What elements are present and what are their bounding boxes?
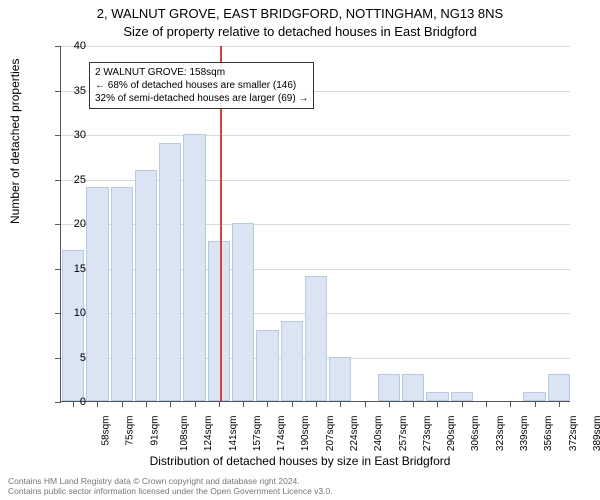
x-tick-label: 157sqm [252, 416, 263, 452]
y-tick-label: 35 [74, 85, 86, 97]
histogram-bar [111, 187, 133, 401]
x-tick-label: 108sqm [179, 416, 190, 452]
footer-attribution: Contains HM Land Registry data © Crown c… [8, 476, 333, 496]
y-tick [55, 358, 61, 359]
y-tick [55, 269, 61, 270]
y-tick [55, 313, 61, 314]
x-tick-label: 91sqm [149, 416, 160, 446]
annotation-line-2: ← 68% of detached houses are smaller (14… [95, 79, 308, 92]
histogram-bar [256, 330, 278, 401]
x-tick-label: 75sqm [125, 416, 136, 446]
annotation-box: 2 WALNUT GROVE: 158sqm ← 68% of detached… [89, 62, 314, 109]
x-tick-label: 339sqm [519, 416, 530, 452]
y-tick [55, 180, 61, 181]
histogram-bar [378, 374, 400, 401]
x-tick [365, 401, 366, 407]
x-tick-label: 58sqm [101, 416, 112, 446]
x-tick [73, 401, 74, 407]
x-tick [340, 401, 341, 407]
y-tick [55, 135, 61, 136]
histogram-bar [523, 392, 545, 401]
y-tick-label: 40 [74, 40, 86, 52]
plot-area: 2 WALNUT GROVE: 158sqm ← 68% of detached… [60, 46, 570, 402]
x-tick [292, 401, 293, 407]
x-tick [437, 401, 438, 407]
x-tick [462, 401, 463, 407]
x-tick-label: 174sqm [276, 416, 287, 452]
x-tick [486, 401, 487, 407]
histogram-bar [281, 321, 303, 401]
histogram-bar [451, 392, 473, 401]
x-tick-label: 190sqm [301, 416, 312, 452]
y-tick-label: 15 [74, 263, 86, 275]
x-tick-label: 273sqm [422, 416, 433, 452]
histogram-bar [159, 143, 181, 401]
x-tick [267, 401, 268, 407]
y-tick-label: 20 [74, 218, 86, 230]
y-tick-label: 30 [74, 129, 86, 141]
x-tick [243, 401, 244, 407]
y-axis-title: Number of detached properties [8, 59, 22, 224]
x-tick-label: 356sqm [543, 416, 554, 452]
histogram-bar [135, 170, 157, 401]
histogram-bar [232, 223, 254, 401]
x-tick [122, 401, 123, 407]
y-tick [55, 46, 61, 47]
x-tick [389, 401, 390, 407]
histogram-bar [402, 374, 424, 401]
y-tick-label: 10 [74, 307, 86, 319]
histogram-bar [329, 357, 351, 402]
grid-line [61, 135, 570, 136]
histogram-bar [183, 134, 205, 401]
histogram-bar [86, 187, 108, 401]
y-tick [55, 91, 61, 92]
annotation-line-3: 32% of semi-detached houses are larger (… [95, 92, 308, 105]
x-tick-label: 389sqm [592, 416, 600, 452]
grid-line [61, 46, 570, 47]
x-axis-title: Distribution of detached houses by size … [0, 454, 600, 468]
x-tick [195, 401, 196, 407]
y-tick-label: 5 [80, 352, 86, 364]
footer-line-2: Contains public sector information licen… [8, 486, 333, 496]
chart-container: 2, WALNUT GROVE, EAST BRIDGFORD, NOTTING… [0, 0, 600, 500]
x-tick [510, 401, 511, 407]
x-tick-label: 224sqm [349, 416, 360, 452]
x-tick-label: 290sqm [446, 416, 457, 452]
y-tick [55, 402, 61, 403]
x-tick [219, 401, 220, 407]
x-tick-label: 207sqm [325, 416, 336, 452]
x-tick [535, 401, 536, 407]
histogram-bar [426, 392, 448, 401]
x-tick [559, 401, 560, 407]
x-tick-label: 306sqm [471, 416, 482, 452]
y-tick [55, 224, 61, 225]
x-tick [316, 401, 317, 407]
annotation-line-1: 2 WALNUT GROVE: 158sqm [95, 66, 308, 79]
x-tick-label: 323sqm [495, 416, 506, 452]
x-tick-label: 124sqm [203, 416, 214, 452]
x-tick-label: 372sqm [568, 416, 579, 452]
y-tick-label: 0 [80, 396, 86, 408]
x-tick-label: 257sqm [398, 416, 409, 452]
y-tick-label: 25 [74, 174, 86, 186]
chart-title-subtitle: Size of property relative to detached ho… [0, 24, 600, 39]
x-tick [146, 401, 147, 407]
x-tick [97, 401, 98, 407]
chart-title-address: 2, WALNUT GROVE, EAST BRIDGFORD, NOTTING… [0, 6, 600, 21]
x-tick [170, 401, 171, 407]
footer-line-1: Contains HM Land Registry data © Crown c… [8, 476, 333, 486]
x-tick-label: 141sqm [228, 416, 239, 452]
x-tick [413, 401, 414, 407]
histogram-bar [548, 374, 570, 401]
histogram-bar [305, 276, 327, 401]
x-tick-label: 240sqm [373, 416, 384, 452]
